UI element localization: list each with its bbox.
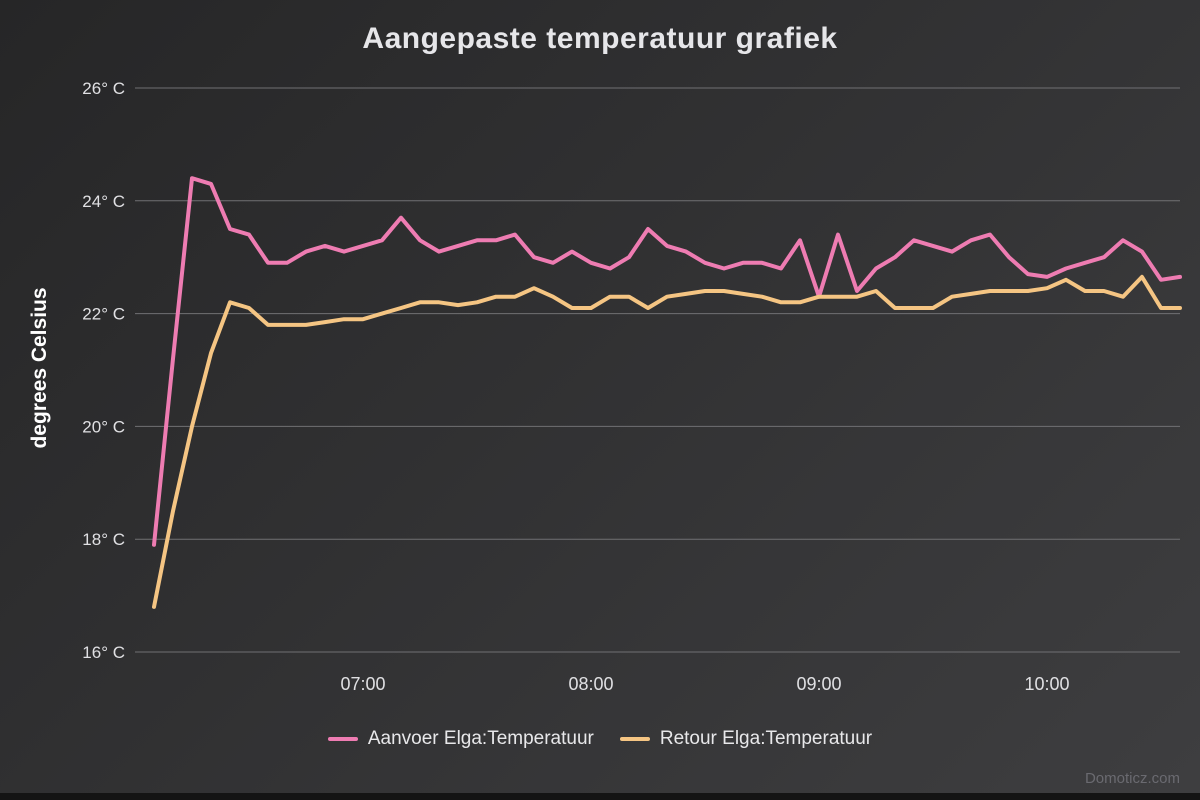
y-tick-label: 20° C xyxy=(82,417,125,436)
legend: Aanvoer Elga:Temperatuur Retour Elga:Tem… xyxy=(0,728,1200,750)
legend-item-retour[interactable]: Retour Elga:Temperatuur xyxy=(619,728,873,750)
bottom-strip xyxy=(0,793,1200,800)
y-tick-label: 16° C xyxy=(82,643,125,662)
y-tick-label: 26° C xyxy=(82,79,125,98)
domoticz-watermark: Domoticz.com xyxy=(1084,770,1180,787)
legend-swatch-aanvoer xyxy=(327,737,358,741)
x-tick-label: 09:00 xyxy=(796,674,841,694)
chart-title: Aangepaste temperatuur grafiek xyxy=(362,22,838,55)
y-tick-label: 22° C xyxy=(82,305,125,324)
legend-item-aanvoer[interactable]: Aanvoer Elga:Temperatuur xyxy=(327,728,594,750)
series-line-retour xyxy=(152,274,1182,609)
legend-label-retour: Retour Elga:Temperatuur xyxy=(659,728,873,749)
x-tick-label: 08:00 xyxy=(568,674,613,694)
y-tick-label: 18° C xyxy=(82,530,125,549)
x-tick-label: 10:00 xyxy=(1024,674,1069,694)
series-line-aanvoer xyxy=(152,176,1182,547)
y-tick-label: 24° C xyxy=(82,192,125,211)
legend-swatch-retour xyxy=(619,737,650,741)
x-tick-label: 07:00 xyxy=(340,674,385,694)
legend-label-aanvoer: Aanvoer Elga:Temperatuur xyxy=(367,728,594,749)
